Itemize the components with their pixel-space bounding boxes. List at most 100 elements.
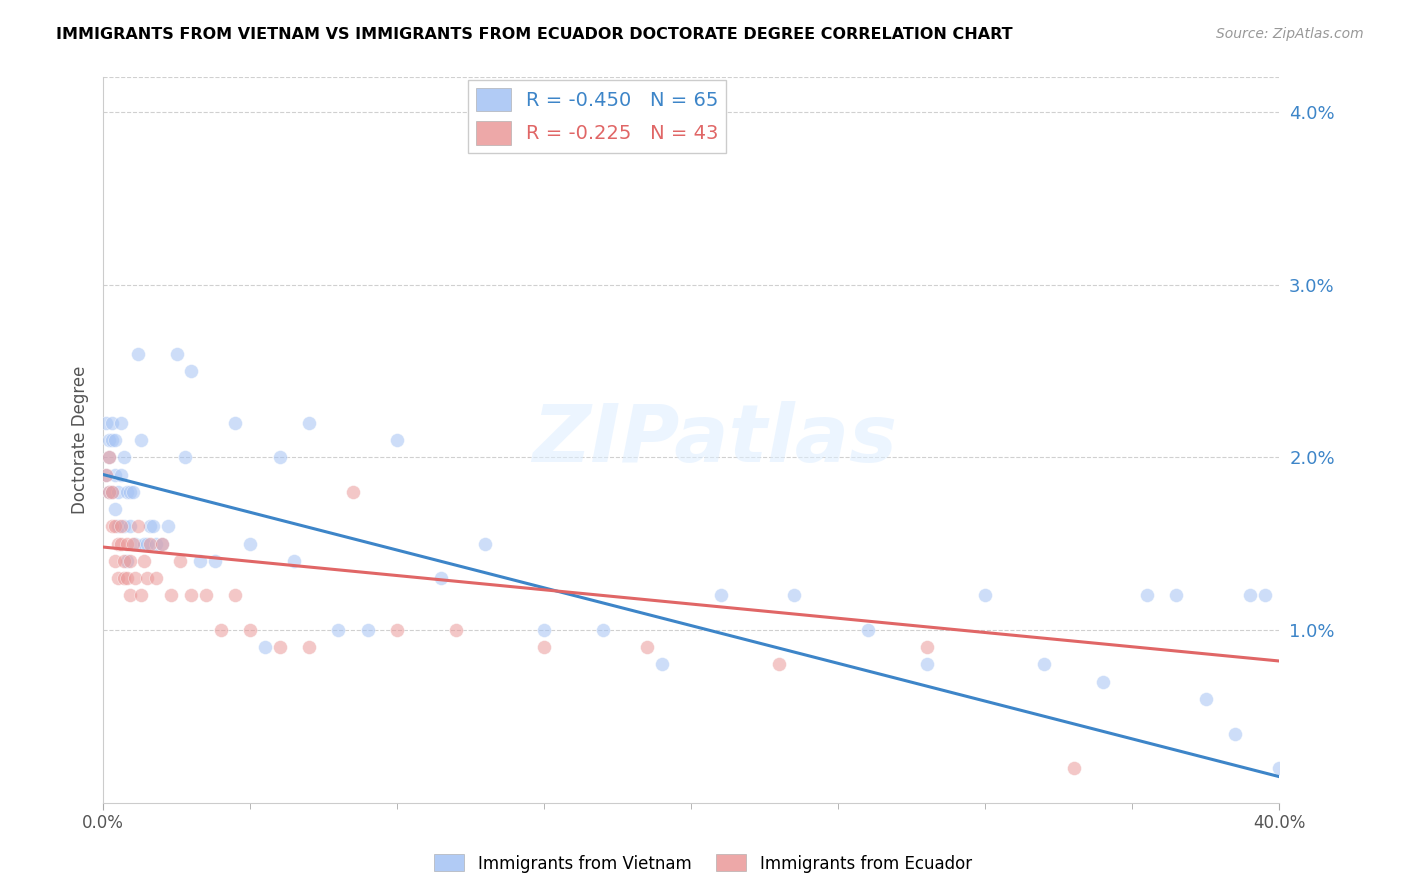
Point	[387, 623, 409, 637]
Point	[166, 347, 188, 361]
Point	[115, 484, 138, 499]
Point	[651, 657, 673, 672]
Point	[533, 623, 555, 637]
Point	[101, 433, 124, 447]
Point	[1033, 657, 1056, 672]
Point	[974, 588, 997, 602]
Point	[1166, 588, 1188, 602]
Point	[145, 536, 167, 550]
Point	[1225, 726, 1247, 740]
Text: Source: ZipAtlas.com: Source: ZipAtlas.com	[1216, 27, 1364, 41]
Point	[115, 571, 138, 585]
Point	[209, 623, 232, 637]
Point	[1239, 588, 1261, 602]
Point	[224, 588, 246, 602]
Point	[104, 554, 127, 568]
Point	[94, 467, 117, 482]
Point	[239, 623, 262, 637]
Point	[856, 623, 879, 637]
Point	[107, 571, 129, 585]
Point	[110, 536, 132, 550]
Point	[474, 536, 496, 550]
Point	[107, 484, 129, 499]
Legend: Immigrants from Vietnam, Immigrants from Ecuador: Immigrants from Vietnam, Immigrants from…	[427, 847, 979, 880]
Point	[112, 519, 135, 533]
Point	[101, 484, 124, 499]
Point	[298, 416, 321, 430]
Point	[298, 640, 321, 655]
Point	[118, 554, 141, 568]
Point	[101, 416, 124, 430]
Legend: R = -0.450   N = 65, R = -0.225   N = 43: R = -0.450 N = 65, R = -0.225 N = 43	[468, 80, 727, 153]
Point	[124, 536, 146, 550]
Point	[174, 450, 197, 465]
Point	[145, 571, 167, 585]
Point	[118, 519, 141, 533]
Point	[387, 433, 409, 447]
Text: IMMIGRANTS FROM VIETNAM VS IMMIGRANTS FROM ECUADOR DOCTORATE DEGREE CORRELATION : IMMIGRANTS FROM VIETNAM VS IMMIGRANTS FR…	[56, 27, 1012, 42]
Y-axis label: Doctorate Degree: Doctorate Degree	[72, 366, 89, 514]
Text: ZIPatlas: ZIPatlas	[533, 401, 897, 479]
Point	[1091, 674, 1114, 689]
Point	[98, 484, 121, 499]
Point	[253, 640, 276, 655]
Point	[592, 623, 614, 637]
Point	[121, 484, 143, 499]
Point	[269, 450, 291, 465]
Point	[204, 554, 226, 568]
Point	[768, 657, 790, 672]
Point	[134, 536, 156, 550]
Point	[121, 536, 143, 550]
Point	[357, 623, 380, 637]
Point	[94, 467, 117, 482]
Point	[1268, 761, 1291, 775]
Point	[98, 450, 121, 465]
Point	[1254, 588, 1277, 602]
Point	[136, 571, 159, 585]
Point	[156, 519, 179, 533]
Point	[110, 467, 132, 482]
Point	[124, 571, 146, 585]
Point	[636, 640, 658, 655]
Point	[98, 450, 121, 465]
Point	[110, 416, 132, 430]
Point	[98, 433, 121, 447]
Point	[139, 519, 162, 533]
Point	[115, 536, 138, 550]
Point	[118, 588, 141, 602]
Point	[180, 364, 202, 378]
Point	[169, 554, 191, 568]
Point	[98, 484, 121, 499]
Point	[94, 416, 117, 430]
Point	[127, 519, 149, 533]
Point	[112, 450, 135, 465]
Point	[342, 484, 364, 499]
Point	[112, 571, 135, 585]
Point	[107, 536, 129, 550]
Point	[104, 502, 127, 516]
Point	[783, 588, 806, 602]
Point	[107, 519, 129, 533]
Point	[430, 571, 453, 585]
Point	[104, 433, 127, 447]
Point	[1195, 692, 1218, 706]
Point	[283, 554, 305, 568]
Point	[224, 416, 246, 430]
Point	[104, 467, 127, 482]
Point	[101, 484, 124, 499]
Point	[328, 623, 350, 637]
Point	[115, 554, 138, 568]
Point	[159, 588, 181, 602]
Point	[1063, 761, 1085, 775]
Point	[915, 640, 938, 655]
Point	[195, 588, 218, 602]
Point	[150, 536, 173, 550]
Point	[239, 536, 262, 550]
Point	[150, 536, 173, 550]
Point	[444, 623, 467, 637]
Point	[915, 657, 938, 672]
Point	[710, 588, 733, 602]
Point	[110, 519, 132, 533]
Point	[118, 484, 141, 499]
Point	[131, 433, 153, 447]
